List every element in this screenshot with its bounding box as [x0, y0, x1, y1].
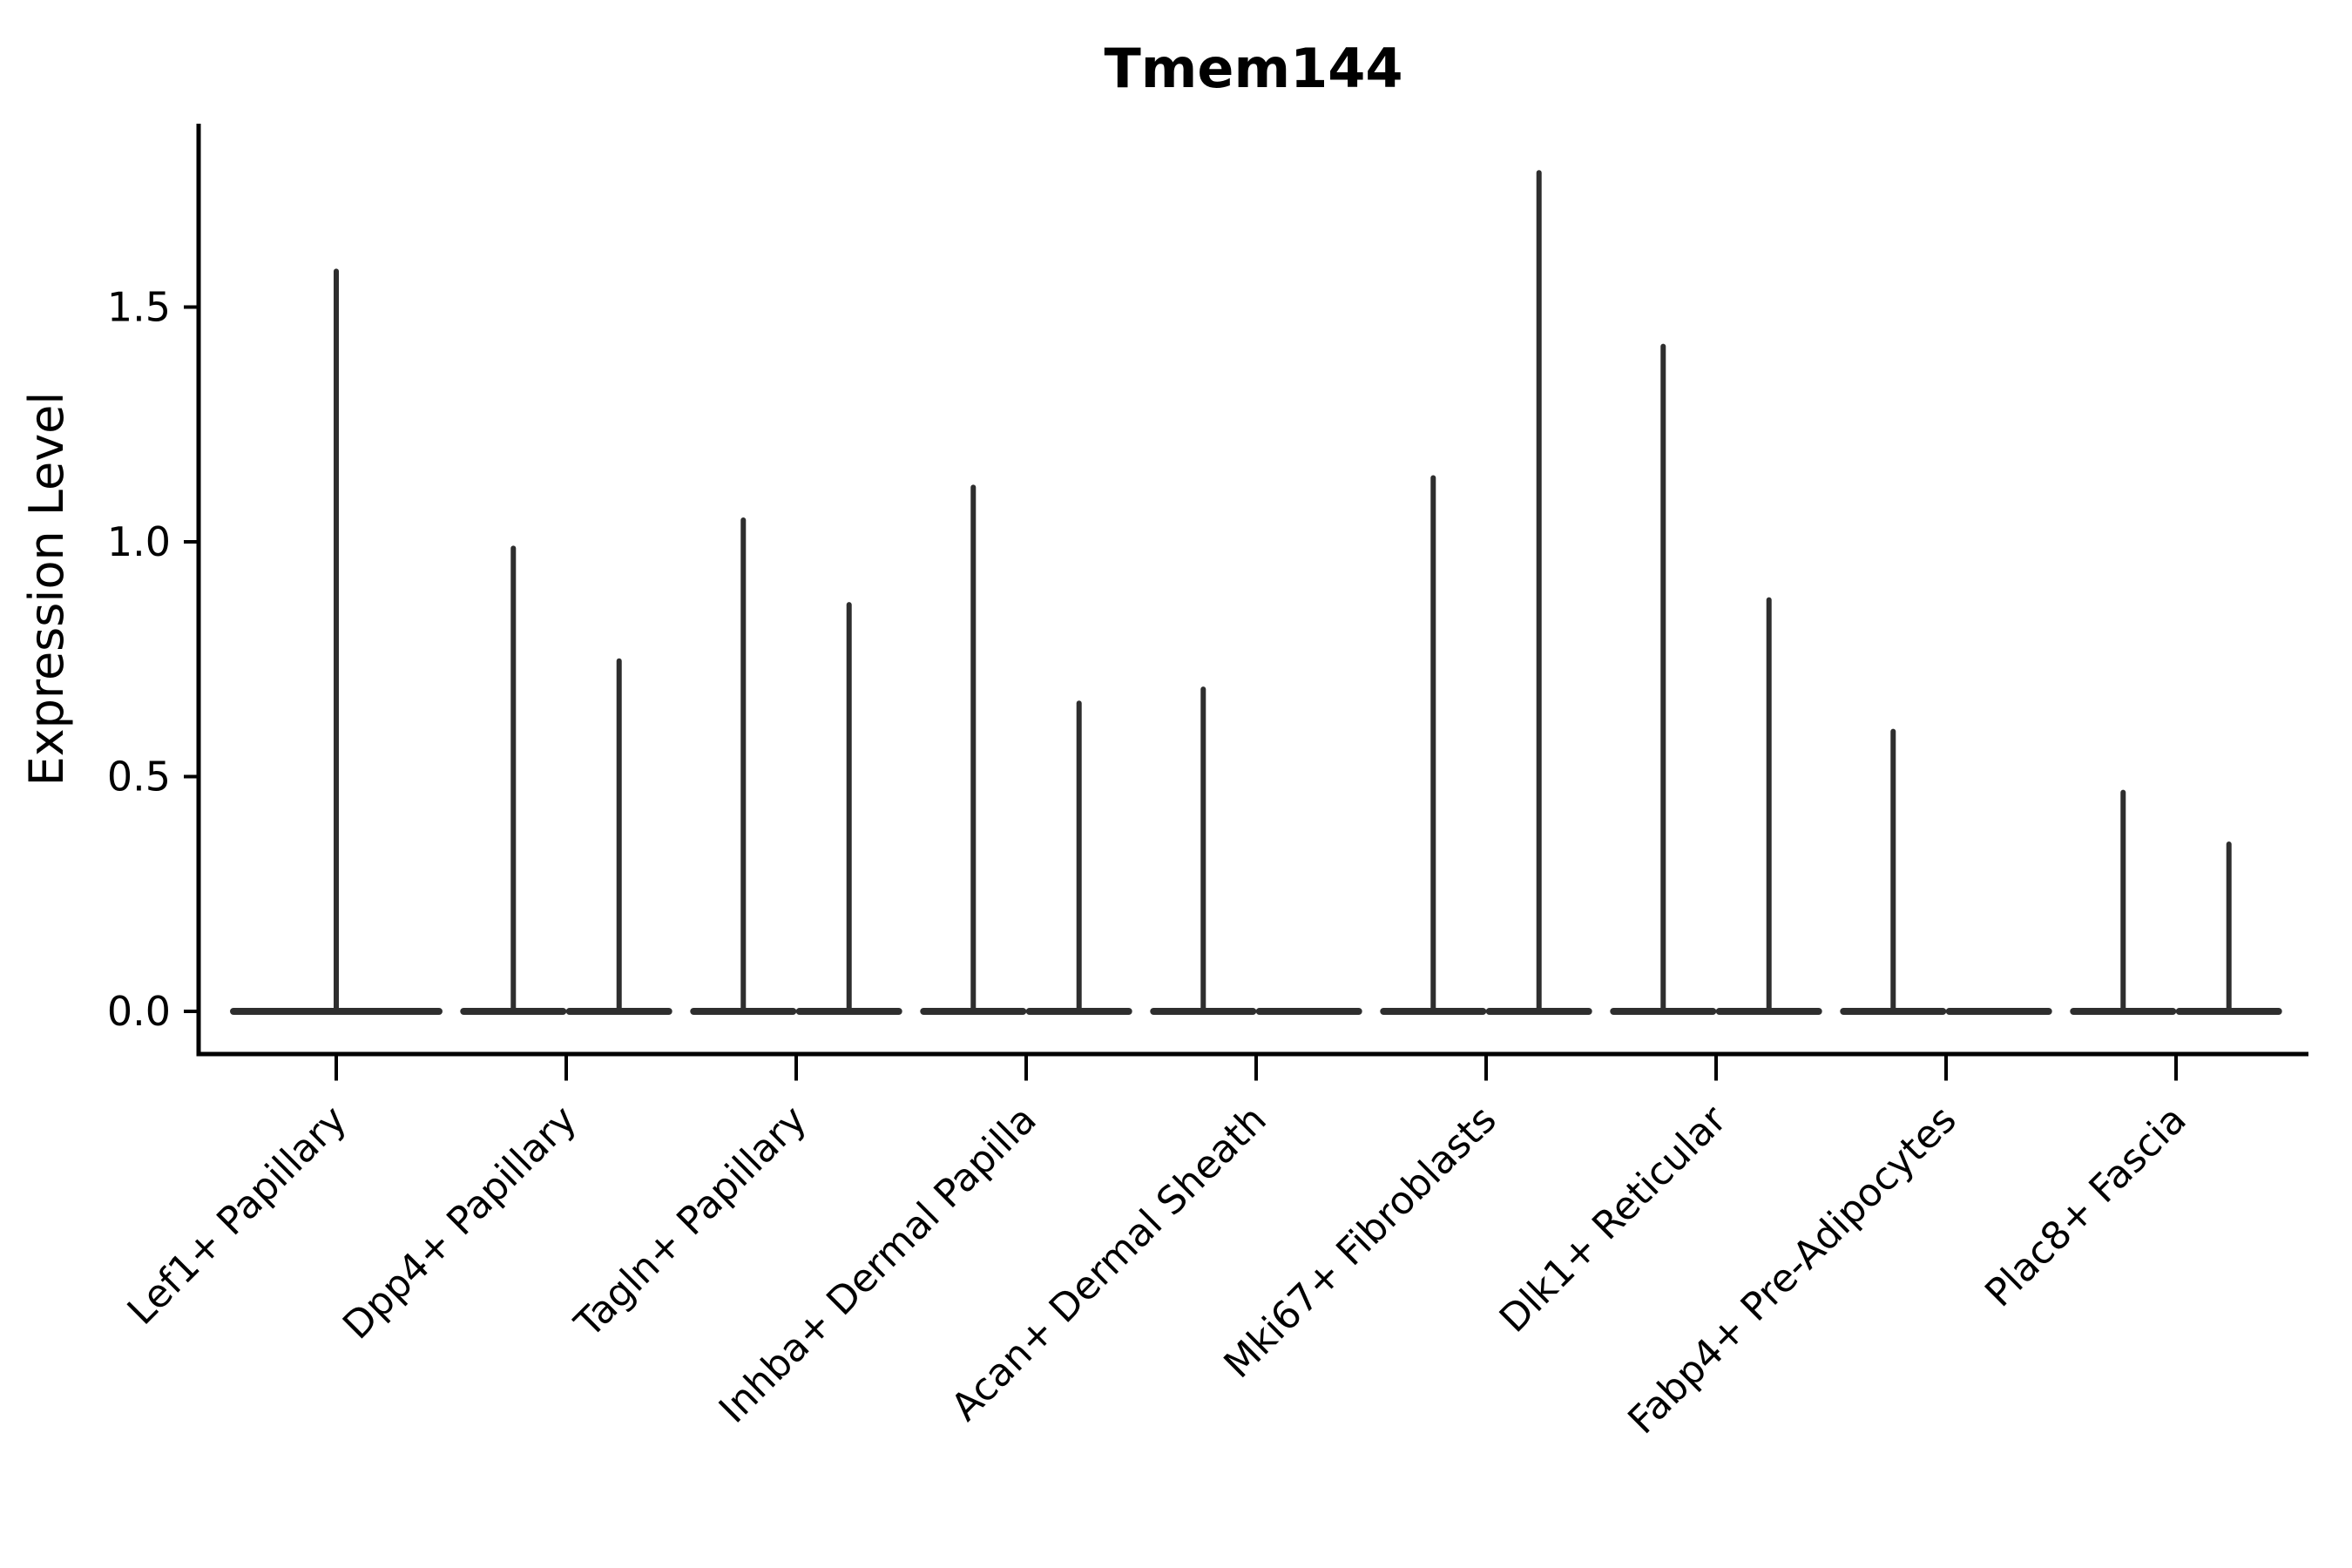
chart-title: Tmem144 — [1105, 37, 1403, 100]
x-tick-label: Dpp4+ Papillary — [335, 1098, 585, 1348]
y-axis-label: Expression Level — [19, 392, 74, 787]
y-tick-label: 0.0 — [107, 988, 171, 1035]
x-tick-label: Lef1+ Papillary — [119, 1098, 355, 1334]
y-tick-label: 1.5 — [107, 284, 171, 331]
y-tick-label: 1.0 — [107, 518, 171, 565]
x-tick-label: Plac8+ Fascia — [1977, 1098, 2195, 1316]
x-tick-label: Dlk1+ Reticular — [1491, 1097, 1736, 1342]
y-tick-label: 0.5 — [107, 754, 171, 801]
x-tick-label: Tagln+ Papillary — [566, 1098, 815, 1347]
